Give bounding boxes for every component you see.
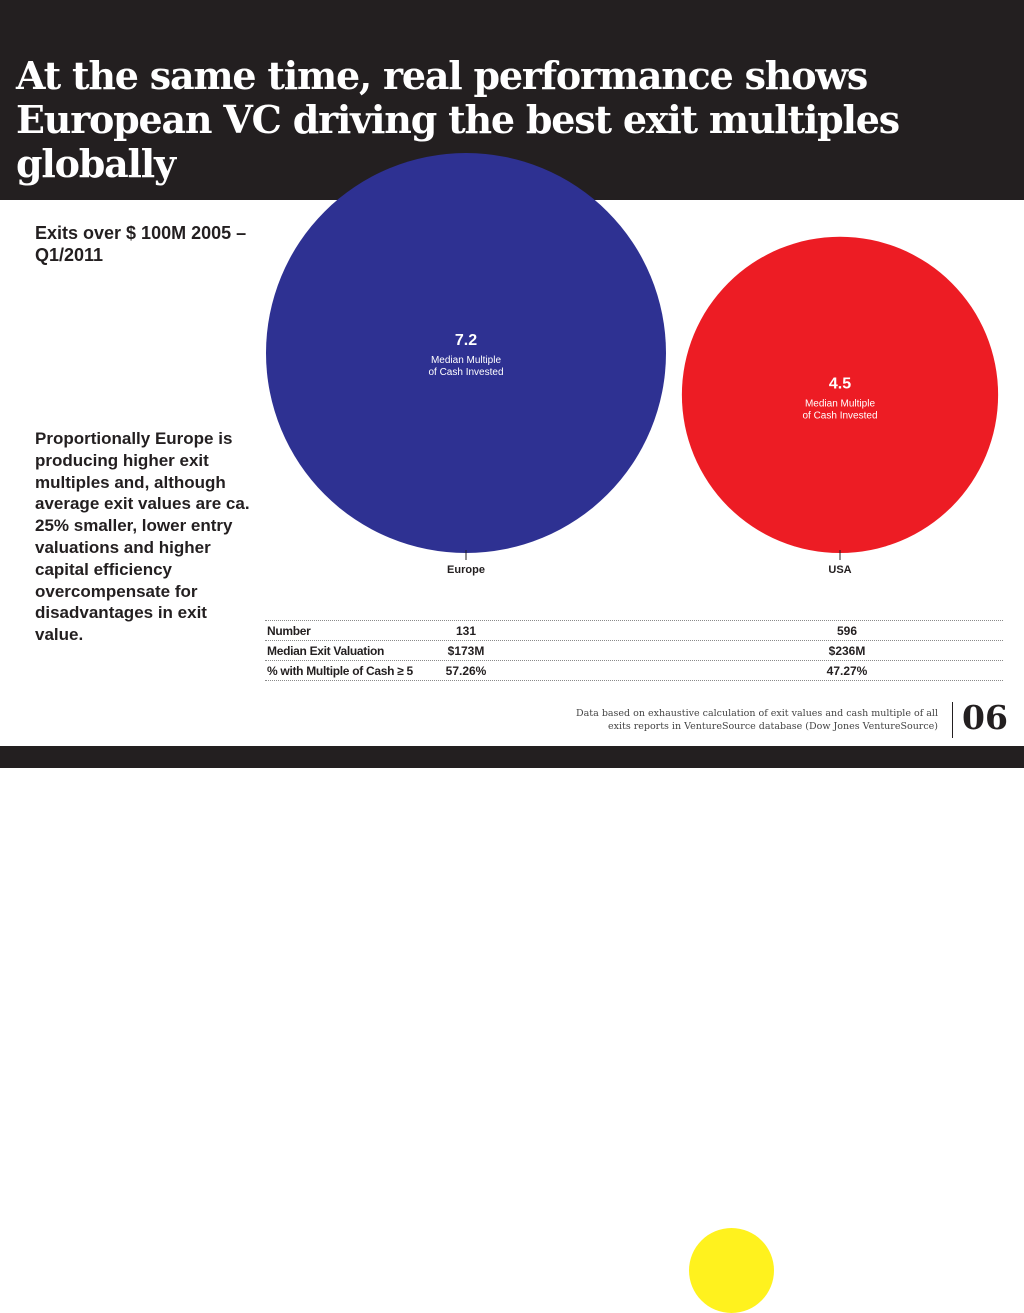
page-number: 06 — [962, 698, 1008, 737]
europe-category-label: Europe — [447, 564, 485, 576]
europe-highlight-circle — [689, 1228, 774, 1313]
usa-cell: 596 — [836, 624, 858, 638]
europe-cell: 131 — [455, 624, 477, 638]
row-label: Median Exit Valuation — [267, 644, 385, 658]
table-row-median-exit: Median Exit Valuation $173M $236M — [265, 640, 1003, 660]
europe-bubble — [266, 153, 666, 553]
footer-bar — [0, 746, 1024, 768]
row-label: Number — [267, 624, 311, 638]
table-row-number: Number 131 596 — [265, 620, 1003, 640]
europe-cell: 57.26% — [445, 664, 487, 678]
europe-caption-line-2: of Cash Invested — [428, 367, 503, 378]
row-label: % with Multiple of Cash ≥ 5 — [267, 664, 413, 678]
chart-subtitle: Exits over $ 100M 2005 – Q1/2011 — [35, 223, 247, 265]
usa-cell: 47.27% — [826, 664, 868, 678]
europe-value-label: 7.2 — [455, 332, 477, 349]
side-commentary: Proportionally Europe is producing highe… — [35, 429, 250, 645]
source-footnote: Data based on exhaustive calculation of … — [576, 708, 938, 732]
exit-stats-table: Number 131 596 Median Exit Valuation $17… — [265, 620, 1003, 1313]
table-row-multiple: % with Multiple of Cash ≥ 5 57.26% 47.27… — [265, 660, 1003, 681]
usa-bubble — [681, 236, 999, 554]
europe-cell: $173M — [447, 644, 485, 658]
usa-category-label: USA — [828, 564, 851, 576]
page-title: At the same time, real performance shows… — [16, 53, 900, 186]
usa-caption-line-1: Median Multiple — [805, 399, 875, 410]
europe-caption-line-1: Median Multiple — [431, 355, 501, 366]
usa-cell: $236M — [828, 644, 866, 658]
page-number-divider — [952, 702, 953, 738]
usa-caption-line-2: of Cash Invested — [802, 411, 877, 422]
usa-value-label: 4.5 — [829, 376, 851, 393]
